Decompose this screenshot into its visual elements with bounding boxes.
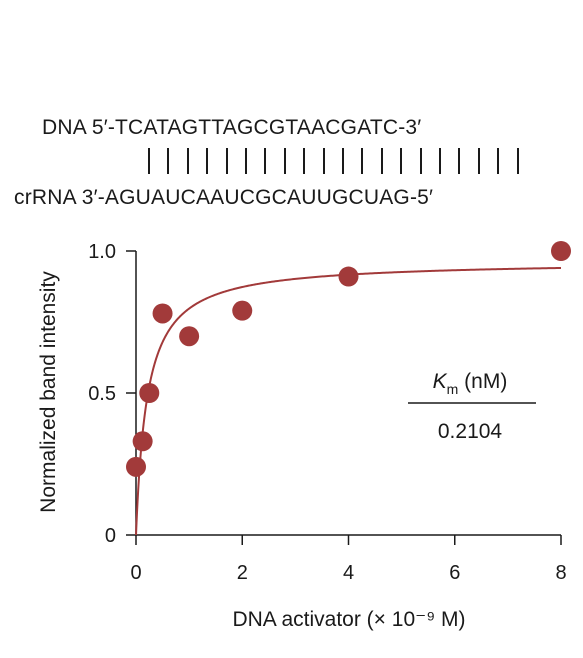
crrna-sequence: crRNA 3′-AGUAUCAAUCGCAUUGCUAG-5′: [14, 186, 434, 209]
x-tick-label: 4: [343, 562, 354, 584]
base-pair-bar: [186, 148, 189, 174]
base-pair-bar: [516, 148, 519, 174]
base-pair-bars: [0, 148, 583, 174]
x-tick-label: 2: [237, 562, 248, 584]
y-axis-label: Normalized band intensity: [37, 271, 60, 513]
base-pair-bar: [225, 148, 228, 174]
base-pair-bar: [206, 148, 209, 174]
base-pair-bar: [148, 148, 150, 174]
base-pair-bar: [303, 148, 306, 174]
y-tick-label: 0: [105, 525, 116, 547]
y-tick-label: 0.5: [88, 383, 116, 405]
data-points: [126, 241, 571, 477]
fit-curve: [135, 266, 562, 535]
base-pair-bar: [419, 148, 422, 174]
km-label-k: K: [433, 370, 448, 393]
x-tick-label: 0: [130, 562, 141, 584]
base-pair-bar: [167, 148, 170, 174]
x-axis-label: DNA activator (× 10⁻⁹ M): [232, 608, 465, 631]
chart-axes: [135, 251, 561, 536]
data-point: [126, 456, 146, 477]
base-pair-bar: [361, 148, 364, 174]
data-point: [132, 431, 153, 452]
km-label-sub: m: [447, 381, 459, 397]
data-point: [232, 300, 253, 321]
dna-sequence: DNA 5′-TCATAGTTAGCGTAACGATC-3′: [42, 116, 422, 139]
data-point: [338, 266, 359, 287]
km-label-unit: (nM): [458, 370, 507, 393]
base-pair-bar: [322, 148, 325, 174]
y-tick-label: 1.0: [88, 241, 116, 263]
base-pair-bar: [400, 148, 403, 174]
data-point: [152, 303, 173, 324]
base-pair-bar: [245, 148, 247, 174]
km-value: 0.2104: [438, 420, 503, 443]
base-pair-bar: [477, 148, 480, 174]
x-tick-label: 8: [555, 562, 566, 584]
chart-ticks: 0 2 4 6 8 0 0.5 1.0: [88, 241, 566, 584]
base-pair-bar: [342, 148, 344, 174]
data-point: [551, 241, 571, 261]
km-label: Km (nM): [433, 370, 508, 397]
data-point: [179, 326, 200, 347]
x-tick-label: 6: [449, 562, 460, 584]
base-pair-bar: [380, 148, 383, 174]
base-pair-bar: [439, 148, 441, 174]
base-pair-bar: [497, 148, 500, 174]
base-pair-bar: [458, 148, 461, 174]
base-pair-bar: [264, 148, 267, 174]
base-pair-bar: [283, 148, 286, 174]
data-point: [139, 383, 160, 403]
